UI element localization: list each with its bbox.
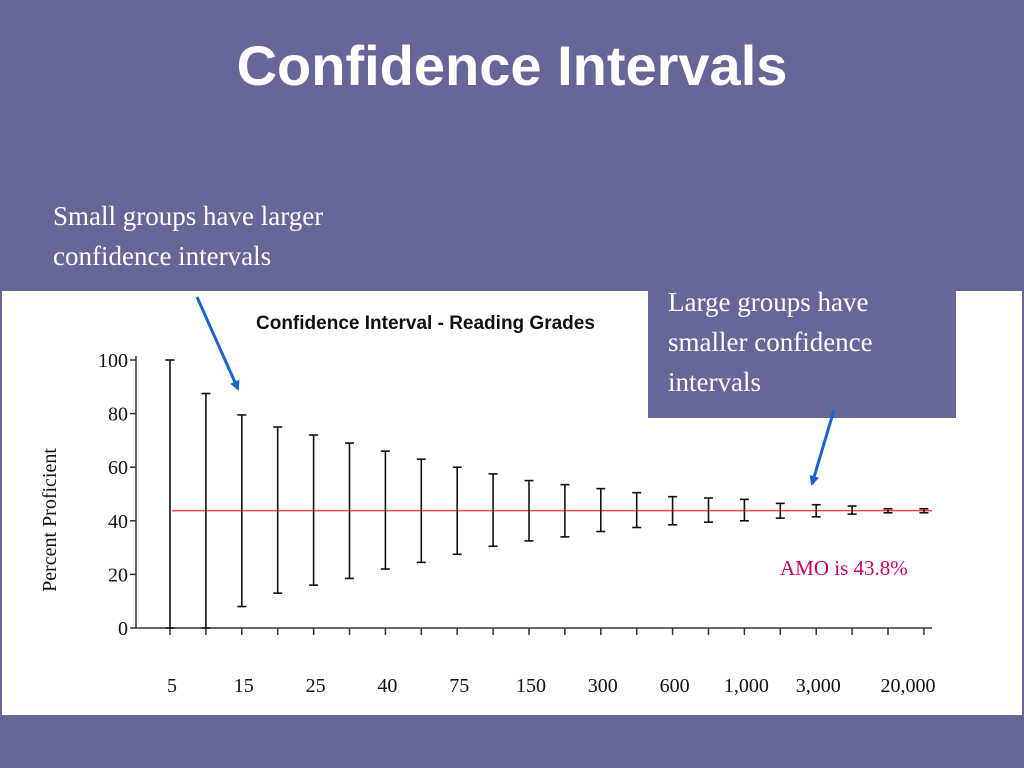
error-bar	[596, 487, 606, 533]
callout-line: Large groups have	[668, 287, 869, 317]
callout-large-groups: Large groups have smaller confidence int…	[648, 280, 956, 418]
x-tick-label: 600	[660, 675, 690, 697]
x-tick-label: 15	[234, 675, 254, 697]
error-bar	[524, 479, 534, 542]
y-tick-label: 0	[118, 618, 128, 640]
error-bar	[632, 491, 642, 529]
error-bar	[309, 434, 319, 586]
slide-title: Confidence Intervals	[236, 34, 788, 97]
error-bar	[739, 498, 749, 522]
error-bar-chart: Confidence Interval - Reading Grades Per…	[39, 313, 936, 697]
y-tick-label: 60	[108, 457, 128, 479]
x-tick-label: 3,000	[796, 675, 841, 697]
error-bar	[560, 483, 570, 538]
error-bar	[452, 466, 462, 556]
error-bar	[237, 414, 247, 608]
error-bar	[273, 426, 283, 594]
x-tick-label: 300	[588, 675, 618, 697]
error-bar	[416, 458, 426, 564]
y-tick-label: 80	[108, 404, 128, 426]
error-bar	[847, 505, 857, 515]
error-bar	[380, 450, 390, 570]
error-bar	[668, 495, 678, 526]
error-bar	[165, 359, 175, 629]
axis-ticks: 0 20 40 60 80 100 5 15 25 40 75 150 300 600 1,000 3,000…	[98, 350, 936, 697]
y-axis-label: Percent Proficient	[39, 448, 61, 592]
y-tick-label: 40	[108, 511, 128, 533]
x-tick-label: 40	[377, 675, 397, 697]
error-bar	[704, 497, 713, 523]
callout-line: intervals	[668, 367, 761, 397]
callout-small-groups: Small groups have larger confidence inte…	[53, 196, 433, 276]
error-bars	[165, 359, 929, 629]
callout-line: Small groups have larger	[53, 201, 324, 231]
error-bar	[919, 507, 929, 514]
error-bar	[488, 473, 498, 548]
x-tick-label: 1,000	[724, 675, 769, 697]
x-tick-label: 20,000	[881, 675, 936, 697]
y-tick-label: 20	[108, 564, 128, 586]
y-tick-label: 100	[98, 350, 128, 372]
x-tick-label: 75	[449, 675, 469, 697]
error-bar	[775, 502, 785, 519]
x-tick-label: 5	[167, 675, 177, 697]
axes	[135, 356, 932, 629]
amo-label: AMO is 43.8%	[780, 556, 908, 580]
error-bar	[883, 507, 893, 514]
x-tick-label: 25	[306, 675, 326, 697]
callout-line: confidence intervals	[53, 241, 272, 271]
error-bar	[345, 442, 354, 580]
error-bar	[201, 392, 211, 629]
chart-title: Confidence Interval - Reading Grades	[256, 313, 595, 334]
error-bar	[811, 503, 821, 518]
x-tick-label: 150	[516, 675, 546, 697]
callout-line: smaller confidence	[668, 327, 873, 357]
